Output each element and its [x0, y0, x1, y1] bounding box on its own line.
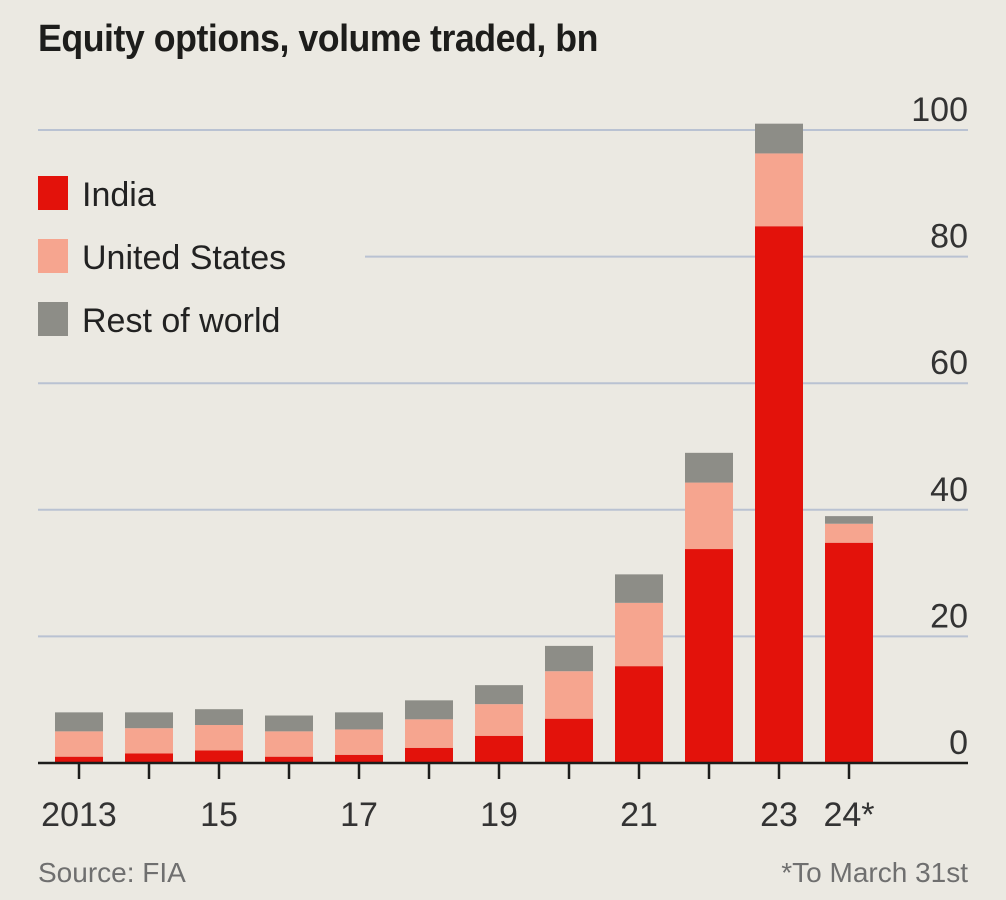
bar-united-states-2023 — [755, 153, 803, 227]
bar-india-2020 — [545, 718, 593, 763]
bar-rest-of-world-2018 — [405, 700, 453, 720]
bar-united-states-2022 — [685, 482, 733, 550]
bar-united-states-2015 — [195, 725, 243, 751]
bar-rest-of-world-2014 — [125, 712, 173, 729]
bar-rest-of-world-2017 — [335, 712, 383, 730]
bar-united-states-2020 — [545, 671, 593, 719]
bar-india-2024 — [825, 542, 873, 763]
bar-rest-of-world-2024 — [825, 516, 873, 524]
bar-rest-of-world-2023 — [755, 123, 803, 154]
bar-united-states-2024 — [825, 523, 873, 543]
chart-title: Equity options, volume traded, bn — [38, 18, 599, 60]
bar-united-states-2013 — [55, 731, 103, 757]
bar-india-2019 — [475, 735, 523, 763]
bar-united-states-2014 — [125, 728, 173, 754]
bar-rest-of-world-2019 — [475, 685, 523, 705]
legend-label-rest-of-world: Rest of world — [82, 302, 280, 340]
y-tick-label-40: 40 — [930, 471, 968, 509]
gridlines — [38, 129, 968, 638]
bar-united-states-2019 — [475, 704, 523, 736]
bars — [55, 123, 873, 763]
bar-united-states-2017 — [335, 729, 383, 755]
bar-india-2016 — [265, 756, 313, 763]
bar-rest-of-world-2021 — [615, 574, 663, 603]
bar-rest-of-world-2015 — [195, 709, 243, 726]
bar-rest-of-world-2013 — [55, 712, 103, 732]
x-tick-label-17: 17 — [340, 796, 378, 834]
bar-india-2015 — [195, 750, 243, 763]
bar-india-2018 — [405, 747, 453, 763]
x-tick-label-21: 21 — [620, 796, 658, 834]
y-tick-label-80: 80 — [930, 218, 968, 256]
y-tick-label-100: 100 — [911, 91, 968, 129]
y-tick-label-60: 60 — [930, 344, 968, 382]
bar-united-states-2016 — [265, 731, 313, 757]
bar-united-states-2018 — [405, 719, 453, 748]
bar-india-2017 — [335, 754, 383, 763]
x-axis-tick-labels: 2013 15 17 19 21 23 24* — [41, 796, 874, 834]
x-tick-label-23: 23 — [760, 796, 798, 834]
x-tick-label-2013: 2013 — [41, 796, 117, 834]
legend-label-united-states: United States — [82, 239, 286, 277]
bar-united-states-2021 — [615, 602, 663, 667]
source-note: Source: FIA — [38, 857, 186, 888]
x-tick-label-24: 24* — [823, 796, 874, 834]
bar-rest-of-world-2020 — [545, 645, 593, 672]
x-tick-label-19: 19 — [480, 796, 518, 834]
bar-india-2023 — [755, 226, 803, 763]
bar-india-2014 — [125, 753, 173, 763]
bar-rest-of-world-2022 — [685, 452, 733, 483]
bar-rest-of-world-2016 — [265, 715, 313, 732]
legend-swatch-united-states — [38, 239, 68, 273]
x-tick-label-15: 15 — [200, 796, 238, 834]
y-tick-label-0: 0 — [949, 724, 968, 762]
footnote: *To March 31st — [781, 857, 968, 888]
legend-swatch-india — [38, 176, 68, 210]
y-axis-tick-labels: 0 20 40 60 80 100 — [911, 91, 968, 762]
bar-india-2021 — [615, 666, 663, 763]
y-tick-label-20: 20 — [930, 597, 968, 635]
x-axis — [38, 761, 968, 779]
legend: India United States Rest of world — [38, 176, 286, 340]
legend-label-india: India — [82, 176, 156, 214]
bar-india-2013 — [55, 756, 103, 763]
bar-india-2022 — [685, 549, 733, 763]
legend-swatch-rest-of-world — [38, 302, 68, 336]
